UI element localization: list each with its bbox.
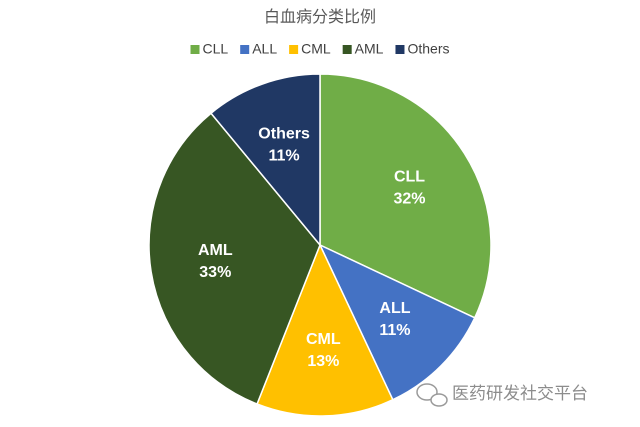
legend-label: ALL <box>252 41 277 57</box>
chart-title: 白血病分类比例 <box>264 8 376 26</box>
legend-swatch <box>289 45 299 54</box>
watermark-icon <box>416 383 448 407</box>
legend-label: CLL <box>203 41 229 57</box>
pie-slice <box>319 73 492 319</box>
legend-swatch <box>395 45 405 54</box>
legend-label: Others <box>407 41 449 57</box>
slice-category: AML <box>198 242 233 259</box>
legend-swatch <box>240 45 250 54</box>
pie-slice <box>209 73 321 248</box>
legend-label: CML <box>301 41 331 57</box>
slice-value-label: 32% <box>394 190 426 207</box>
pie-slice <box>148 112 321 405</box>
pie-slice <box>318 243 476 401</box>
legend: CLL ALL CML AML Others <box>190 41 449 57</box>
pie-group: CLL 32% ALL 11% CML 13% AML 33% Others 11% <box>148 73 492 417</box>
legend-label: AML <box>355 41 384 57</box>
watermark: 医药研发社交平台 <box>452 384 588 404</box>
slice-value-label: 11% <box>269 147 300 164</box>
slice-category: Others <box>258 125 310 142</box>
slice-category: CML <box>306 331 341 348</box>
slice-category: CLL <box>394 168 425 185</box>
slice-value-label: 11% <box>379 322 410 339</box>
legend-swatch <box>342 45 352 54</box>
slice-value-label: 33% <box>199 264 231 281</box>
slice-category: ALL <box>379 300 410 317</box>
legend-swatch <box>190 45 200 54</box>
pie-slice <box>256 243 394 417</box>
slice-value-label: 13% <box>307 353 339 370</box>
